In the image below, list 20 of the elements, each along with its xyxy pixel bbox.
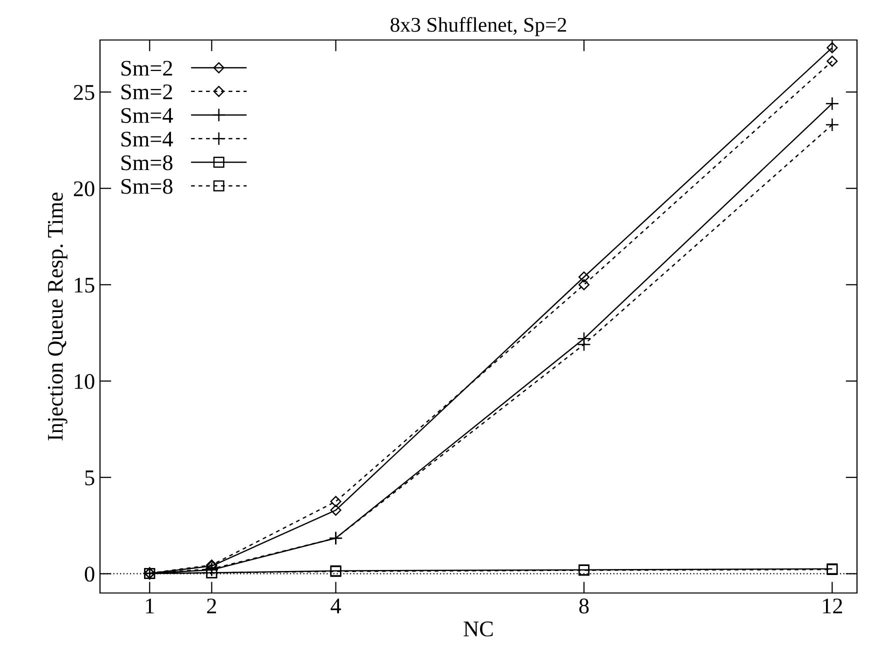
- legend-label: Sm=8: [121, 155, 172, 170]
- y-tick-label: 20: [74, 181, 94, 196]
- legend-label: Sm=2: [121, 84, 172, 100]
- x-tick-label: 4: [330, 598, 341, 614]
- y-tick-label: 10: [74, 374, 94, 389]
- x-tick-label: 1: [146, 598, 154, 614]
- legend-label: Sm=8: [121, 178, 172, 194]
- x-tick-label: 8: [579, 598, 589, 614]
- y-tick-label: 25: [74, 85, 94, 100]
- y-tick-label: 0: [84, 566, 94, 582]
- legend-label: Sm=4: [121, 108, 173, 124]
- chart-title: 8x3 Shufflenet, Sp=2: [390, 17, 566, 36]
- x-tick-label: 2: [207, 598, 216, 614]
- x-tick-label: 12: [823, 598, 842, 614]
- x-axis-title: NC: [464, 621, 493, 636]
- legend-label: Sm=4: [121, 132, 173, 147]
- y-tick-label: 15: [74, 278, 94, 293]
- y-tick-label: 5: [85, 470, 94, 486]
- y-axis-title: Injection Queue Resp. Time: [48, 192, 68, 440]
- legend-label: Sm=2: [121, 60, 172, 76]
